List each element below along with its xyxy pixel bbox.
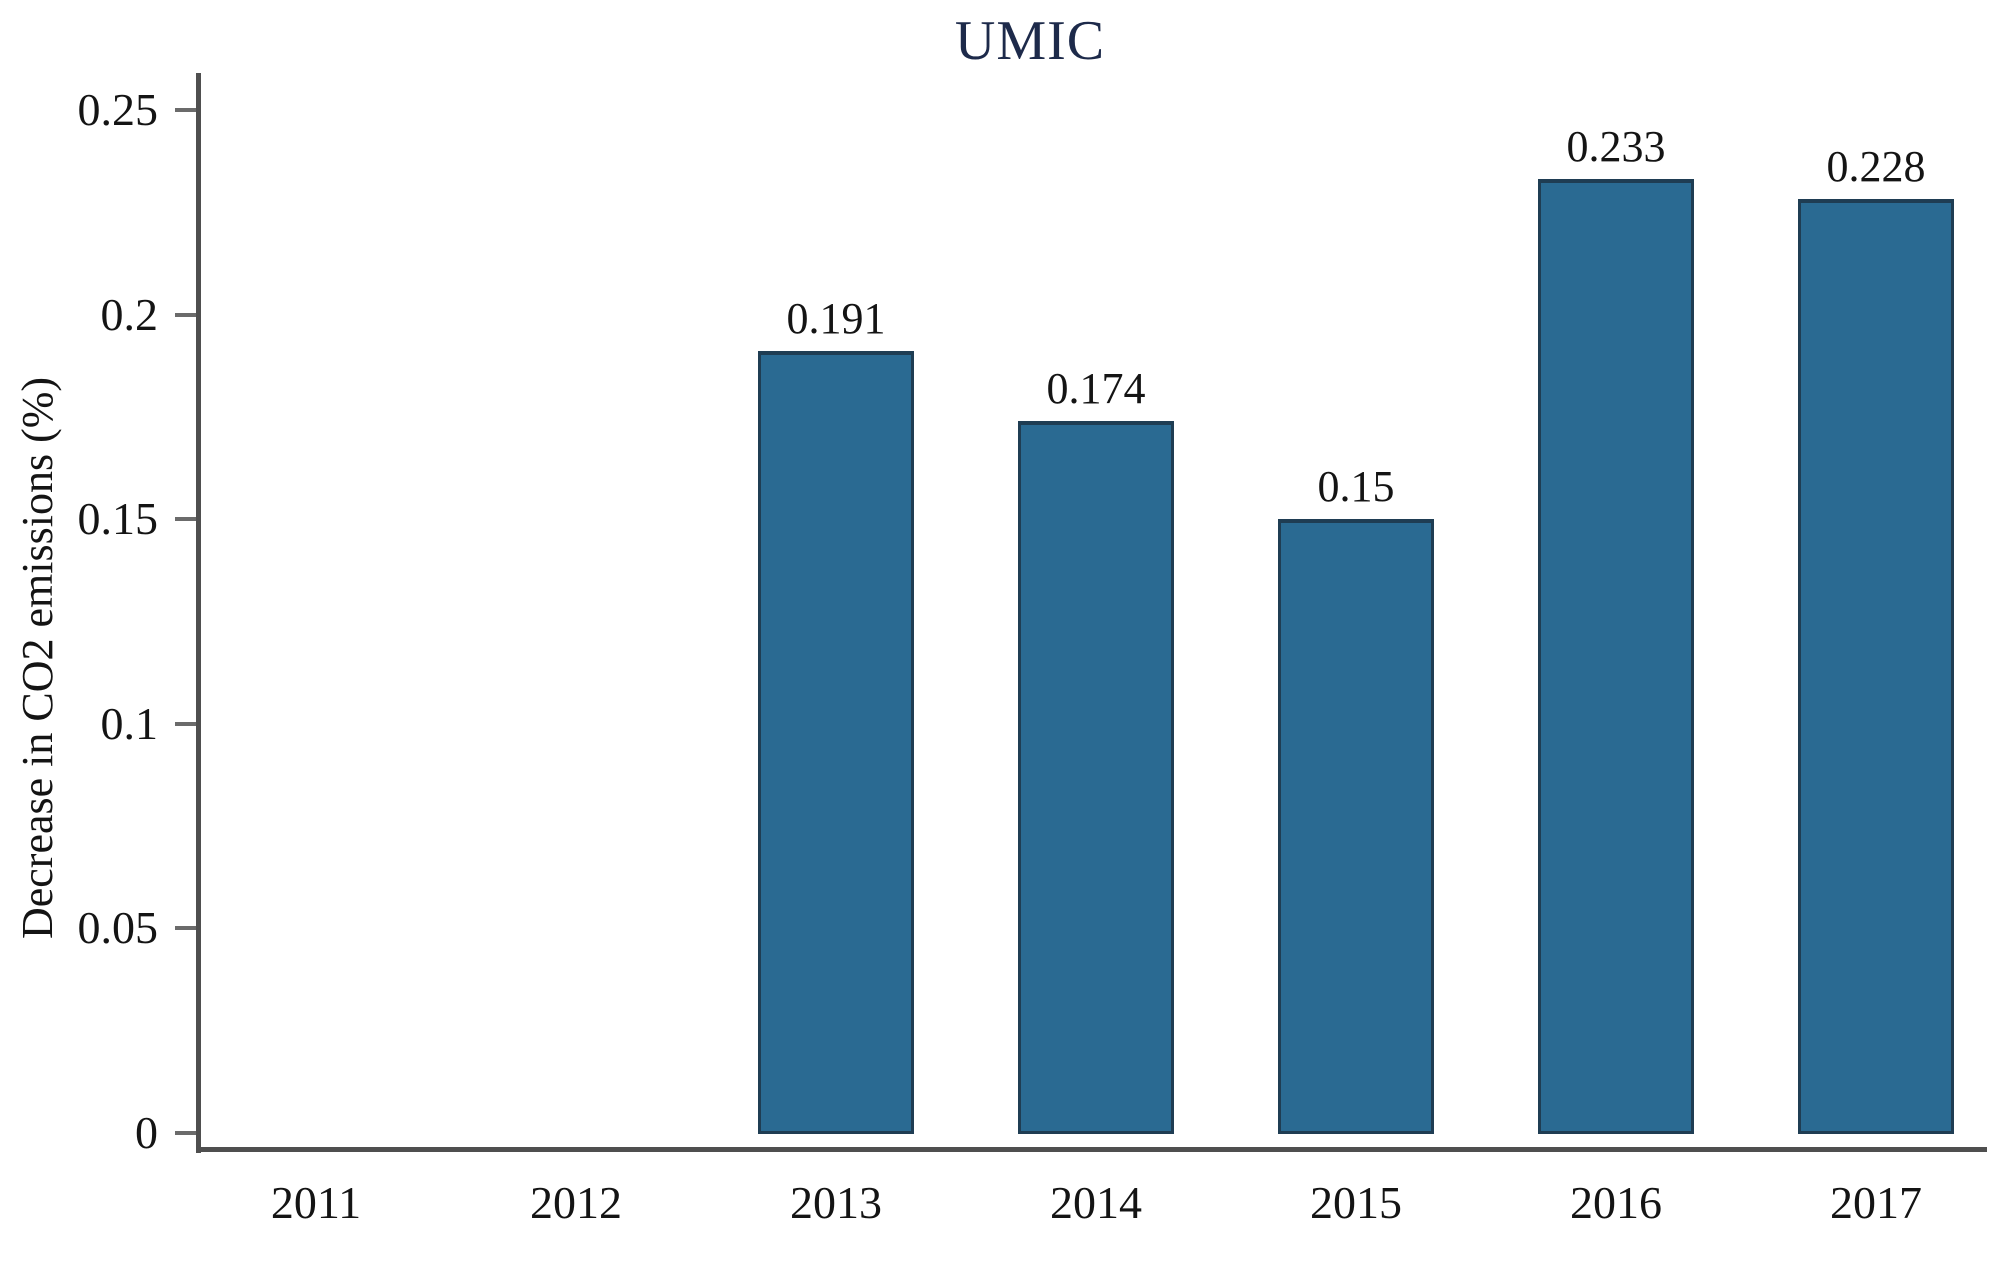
x-tick-label-2011: 2011 — [270, 1177, 362, 1228]
x-tick-label-2016: 2016 — [1570, 1177, 1662, 1228]
bar-value-label-2015: 0.15 — [1317, 462, 1395, 511]
bar-2013 — [758, 350, 914, 1134]
y-tick-mark — [175, 108, 196, 112]
y-tick-label: 0.05 — [77, 902, 159, 954]
x-axis-line — [196, 1147, 1987, 1152]
bar-value-label-2013: 0.191 — [786, 293, 886, 343]
bar-2016 — [1538, 178, 1694, 1134]
x-tick-label-2014: 2014 — [1050, 1177, 1142, 1228]
y-tick-label: 0.1 — [100, 697, 159, 749]
y-tick-label: 0.15 — [77, 493, 159, 545]
y-tick-mark — [175, 721, 196, 726]
x-tick-label-2017: 2017 — [1830, 1177, 1922, 1228]
bar-value-label-2017: 0.228 — [1826, 142, 1926, 192]
x-tick-label-2015: 2015 — [1310, 1177, 1402, 1228]
y-tick-mark — [175, 517, 196, 522]
x-tick-label-2013: 2013 — [790, 1177, 882, 1228]
y-tick-label: 0 — [135, 1107, 158, 1158]
y-tick-label: 0.25 — [77, 84, 159, 135]
y-tick-mark — [175, 312, 196, 317]
bar-2017 — [1798, 199, 1954, 1134]
bar-value-label-2016: 0.233 — [1566, 121, 1666, 171]
bar-2015 — [1278, 519, 1434, 1134]
y-tick-mark — [175, 926, 196, 931]
bar-value-label-2014: 0.174 — [1046, 363, 1146, 413]
chart-title: UMIC — [954, 10, 1106, 72]
y-tick-mark — [175, 1131, 196, 1135]
x-tick-label-2012: 2012 — [530, 1177, 622, 1228]
bar-2014 — [1018, 420, 1174, 1134]
y-tick-label: 0.2 — [100, 288, 159, 340]
y-axis-line — [196, 73, 201, 1153]
